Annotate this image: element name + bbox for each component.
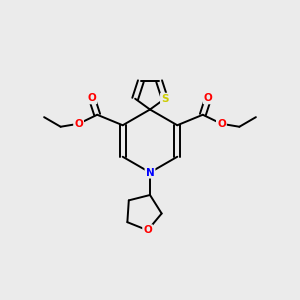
Text: O: O bbox=[87, 93, 96, 103]
Text: S: S bbox=[161, 94, 169, 104]
Text: O: O bbox=[217, 119, 226, 129]
Text: N: N bbox=[146, 167, 154, 178]
Text: O: O bbox=[143, 225, 152, 235]
Text: O: O bbox=[204, 93, 213, 103]
Text: O: O bbox=[74, 119, 83, 129]
